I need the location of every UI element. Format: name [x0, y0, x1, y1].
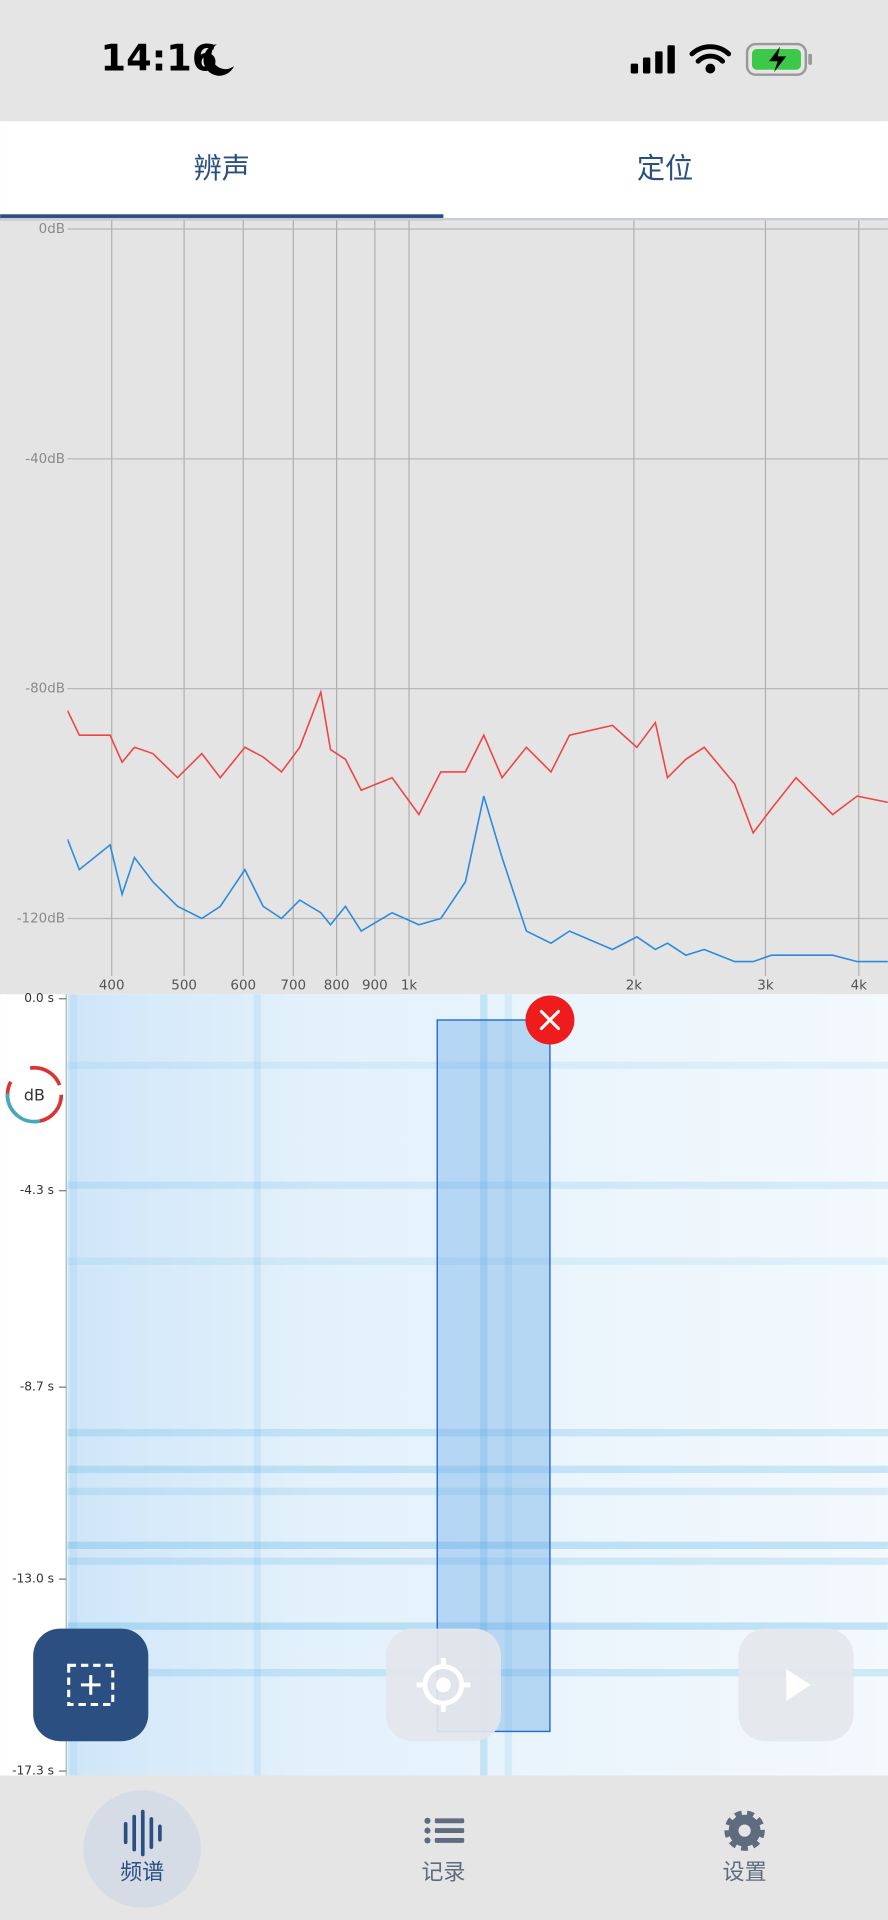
clock: 14:16 [101, 37, 218, 80]
x-tick-label: 500 [171, 979, 197, 994]
x-tick-label: 3k [757, 979, 774, 994]
tab-label[interactable]: 定位 [637, 152, 693, 185]
y-tick-label: -13.0 s [12, 1572, 54, 1586]
selection-close-button[interactable] [525, 995, 575, 1045]
nav-label[interactable]: 设置 [723, 1860, 767, 1885]
y-tick-label: 0.0 s [24, 991, 54, 1005]
x-tick-label: 1k [401, 979, 418, 994]
spectrogram-band [67, 1428, 888, 1437]
spectrogram-band [67, 1622, 888, 1630]
locate-button[interactable] [385, 1628, 501, 1742]
y-tick-label: -4.3 s [20, 1183, 54, 1197]
battery-icon [745, 42, 812, 76]
nav-label[interactable]: 频谱 [120, 1860, 164, 1885]
tab-indicator [0, 214, 444, 221]
wifi-icon [689, 44, 732, 74]
spectrogram-band [69, 994, 78, 1776]
spectrogram-band [67, 1061, 888, 1069]
spectrogram-band [67, 1487, 888, 1496]
spectrogram-band [67, 1257, 888, 1265]
spectrogram-band [504, 994, 512, 1776]
x-tick-label: 600 [230, 979, 256, 994]
spectrum-panel [0, 220, 888, 995]
spectrogram-band [67, 1557, 888, 1565]
x-tick-label: 800 [324, 979, 350, 994]
x-tick-label: 700 [280, 979, 306, 994]
tab-label[interactable]: 辨声 [194, 152, 250, 185]
y-tick-label: -8.7 s [20, 1380, 54, 1394]
status-bar [0, 0, 888, 122]
x-tick-label: 2k [626, 979, 643, 994]
x-tick-label: 4k [851, 979, 868, 994]
spectrogram-band [67, 1465, 888, 1474]
y-tick-label: -40dB [25, 452, 65, 467]
spectrogram-band [480, 994, 488, 1776]
moon-icon [203, 44, 234, 76]
signal-icon [630, 45, 675, 74]
selection-region[interactable] [436, 1019, 551, 1733]
db-button-label: dB [24, 1085, 45, 1104]
spectrum-line [67, 795, 888, 963]
spectrogram-band [67, 1181, 888, 1189]
play-button[interactable] [738, 1628, 854, 1742]
nav-label[interactable]: 记录 [421, 1860, 465, 1885]
y-tick-label: -17.3 s [12, 1764, 54, 1778]
spectrogram-band [67, 1541, 888, 1549]
tab-divider [0, 217, 888, 221]
x-tick-label: 900 [362, 979, 388, 994]
nav-icon-spectrum [123, 1809, 162, 1857]
spectrum-line [67, 689, 888, 835]
nav-icon-settings [724, 1810, 765, 1851]
y-tick-label: -120dB [17, 911, 65, 926]
tab-bar [0, 121, 888, 221]
select-button[interactable] [33, 1628, 149, 1742]
db-button[interactable]: dB [5, 1065, 64, 1124]
nav-icon-records [424, 1817, 465, 1844]
spectrogram-band [253, 994, 261, 1776]
y-tick-label: -80dB [25, 682, 65, 697]
x-tick-label: 400 [99, 979, 125, 994]
y-tick-label: 0dB [39, 222, 65, 237]
